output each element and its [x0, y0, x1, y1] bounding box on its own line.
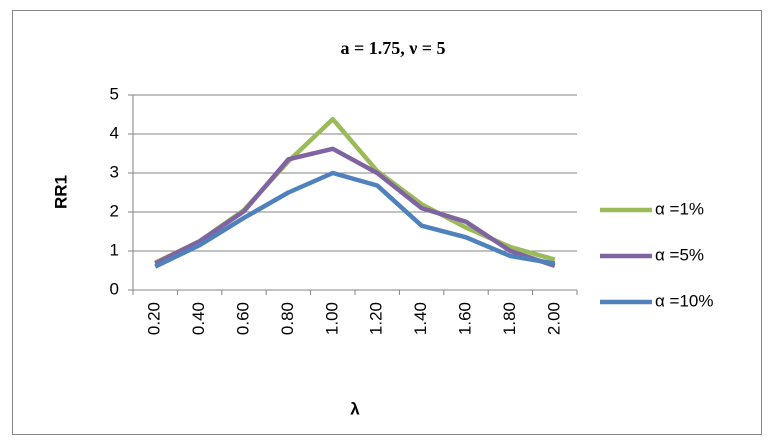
x-tick-label: 1.00 — [322, 302, 341, 335]
x-tick-label: 1.80 — [500, 302, 519, 335]
x-tick-label: 1.60 — [455, 302, 474, 335]
y-axis-title: RR1 — [51, 175, 70, 209]
chart-border — [12, 10, 762, 435]
y-tick-label: 0 — [110, 279, 119, 298]
x-tick-label: 0.40 — [189, 302, 208, 335]
x-tick-label: 2.00 — [544, 302, 563, 335]
chart-title: a = 1.75, ν = 5 — [340, 38, 445, 58]
y-tick-label: 2 — [110, 201, 119, 220]
legend-label: α =10% — [655, 291, 714, 310]
y-tick-label: 1 — [110, 240, 119, 259]
y-tick-label: 3 — [110, 162, 119, 181]
y-tick-label: 4 — [110, 123, 119, 142]
x-tick-label: 1.20 — [367, 302, 386, 335]
x-tick-label: 0.20 — [145, 302, 164, 335]
legend-label: α =1% — [655, 199, 704, 218]
x-axis-title: λ — [350, 399, 360, 418]
x-tick-label: 0.60 — [233, 302, 252, 335]
x-tick-label: 0.80 — [278, 302, 297, 335]
x-tick-label: 1.40 — [411, 302, 430, 335]
y-tick-label: 5 — [110, 84, 119, 103]
series-line — [154, 170, 556, 269]
legend-label: α =5% — [655, 245, 704, 264]
series-line — [154, 146, 556, 268]
